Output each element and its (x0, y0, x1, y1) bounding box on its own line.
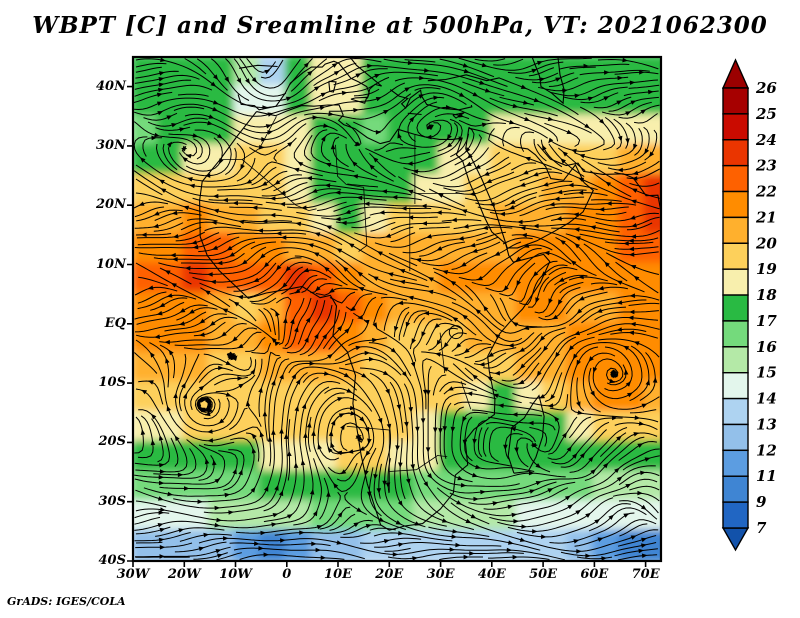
colorbar-label: 15 (756, 364, 777, 382)
axis-tick-marks (127, 85, 647, 567)
colorbar-segment (722, 449, 749, 477)
colorbar-arrow-bottom (721, 527, 750, 552)
colorbar-segment (722, 320, 749, 348)
x-axis-tick-label: 60E (580, 567, 609, 582)
x-axis-tick-label: 20W (167, 567, 201, 582)
y-axis-tick-label: 30S (98, 493, 126, 509)
x-axis-tick-label: 40E (477, 567, 506, 582)
colorbar-label: 26 (755, 79, 777, 97)
colorbar-label: 20 (755, 234, 777, 252)
colorbar-label: 18 (756, 286, 777, 304)
border-path (389, 455, 448, 472)
colorbar-segment (722, 242, 749, 270)
y-axis-tick-label: 40S (98, 553, 126, 568)
border-path (241, 159, 317, 212)
coastline-path (427, 74, 500, 82)
y-axis-tick-label: 10S (98, 375, 126, 391)
y-axis-tick-label: 30N (96, 137, 126, 153)
x-axis-tick-label: 30W (116, 567, 150, 582)
colorbar-label: 19 (756, 260, 777, 278)
border-path (439, 332, 446, 374)
colorbar-segment (722, 87, 749, 115)
colorbar-label: 12 (756, 441, 777, 459)
x-axis-tick-label: 30E (426, 567, 455, 582)
colorbar-label: 7 (756, 519, 767, 537)
colorbar-label: 9 (756, 493, 767, 511)
colorbar-segment (722, 294, 749, 322)
coastline-path (199, 104, 551, 531)
colorbar-segment (722, 268, 749, 296)
grads-credit: GrADS: IGES/COLA (7, 595, 126, 608)
y-axis-tick-label: 20S (98, 434, 126, 450)
y-axis-tick-label: 40N (96, 78, 126, 94)
x-axis-tick-label: 0 (282, 567, 292, 582)
colorbar-label: 22 (755, 183, 777, 201)
colorbar-segment (722, 475, 749, 503)
colorbar-label: 13 (756, 416, 777, 434)
colorbar-segment (722, 501, 749, 529)
colorbar-segment (722, 113, 749, 141)
x-axis-tick-label: 10E (324, 567, 353, 582)
colorbar: 26 25 24 23 22 21 20 19 18 17 16 15 14 13 12 11 9 7 (721, 58, 777, 552)
colorbar-segment (722, 216, 749, 244)
streamlines (133, 57, 661, 561)
coastline-path (239, 64, 278, 69)
colorbar-label: 23 (755, 157, 777, 175)
map-frame (131, 55, 663, 563)
colorbar-segment (722, 397, 749, 426)
border-path (460, 381, 472, 410)
colorbar-segment (722, 423, 749, 452)
colorbar-segment (722, 164, 749, 193)
coastline-path (328, 80, 337, 93)
colorbar-label: 14 (756, 390, 777, 408)
y-axis-tick-label: 20N (96, 197, 126, 213)
chart-title: WBPT [C] and Sreamline at 500hPa, VT: 20… (32, 12, 768, 39)
colorbar-label: 24 (755, 131, 777, 149)
colorbar-segment (722, 372, 749, 400)
coastline-path (465, 127, 594, 249)
y-axis-tick-label: EQ (104, 315, 126, 331)
colorbar-segment (722, 346, 749, 374)
coastline-path (302, 57, 382, 99)
border-path (335, 144, 364, 188)
weather-map (127, 55, 663, 567)
x-axis-tick-label: 20E (375, 567, 404, 582)
colorbar-segment (722, 190, 749, 219)
colorbar-label: 21 (755, 208, 777, 226)
colorbar-label: 11 (756, 467, 777, 485)
x-axis-tick-label: 50E (529, 567, 558, 582)
colorbar-arrow-top (721, 58, 750, 89)
x-axis-tick-label: 10W (219, 567, 252, 582)
colorbar-label: 16 (756, 338, 777, 356)
y-axis-tick-label: 10N (96, 256, 126, 272)
colorbar-label: 25 (755, 105, 777, 123)
x-axis-tick-label: 70E (631, 567, 660, 582)
colorbar-segment (722, 139, 749, 167)
colorbar-label: 17 (756, 312, 777, 330)
map-clip-group (133, 57, 661, 561)
